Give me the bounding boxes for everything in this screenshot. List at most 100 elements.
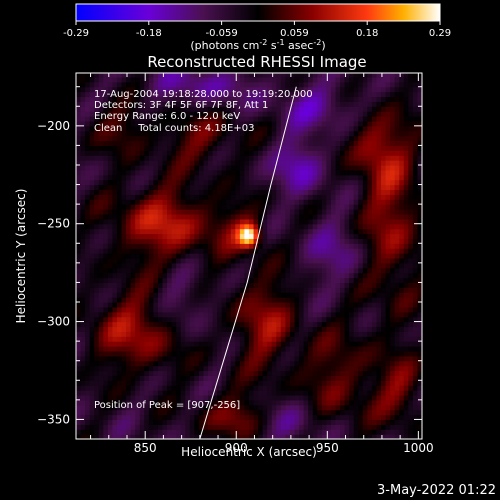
heatmap-cell [312,86,318,93]
heatmap-cell [326,316,332,323]
heatmap-cell [103,277,109,284]
heatmap-cell [198,375,205,381]
heatmap-cell [303,120,309,127]
heatmap-cell [167,297,173,303]
heatmap-cell [244,209,250,215]
heatmap-cell [121,213,127,220]
heatmap-cell [89,380,95,386]
heatmap-cell [157,404,164,411]
heatmap-cell [208,184,214,191]
heatmap-cell [116,350,123,357]
heatmap-cell [244,409,250,416]
heatmap-cell [126,257,132,264]
heatmap-cell [203,73,209,78]
heatmap-cell [89,350,95,357]
heatmap-cell [299,292,305,298]
heatmap-cell [194,297,200,303]
heatmap-cell [367,155,373,161]
heatmap-cell [144,184,150,191]
heatmap-cell [167,223,173,230]
heatmap-cell [203,209,209,215]
heatmap-cell [157,277,164,284]
heatmap-cell [294,150,300,156]
heatmap-cell [239,164,246,171]
heatmap-cell [162,394,168,401]
heatmap-cell [340,73,346,78]
heatmap-cell [116,169,123,176]
heatmap-cell [162,399,168,406]
heatmap-cell [185,404,191,411]
heatmap-cell [212,419,218,425]
heatmap-cell [98,390,104,396]
heatmap-cell [203,160,209,166]
heatmap-cell [116,282,123,288]
heatmap-cell [344,160,350,166]
heatmap-cell [294,213,300,220]
heatmap-cell [221,81,227,88]
heatmap-cell [330,184,337,191]
heatmap-cell [376,404,382,411]
heatmap-cell [353,311,359,318]
heatmap-cell [326,409,332,416]
heatmap-cell [335,336,341,342]
heatmap-cell [326,238,332,244]
heatmap-cell [253,179,259,186]
heatmap-cell [148,155,154,161]
heatmap-cell [340,355,346,362]
heatmap-cell [157,262,164,269]
heatmap-cell [344,399,350,406]
heatmap-cell [235,213,241,220]
heatmap-cell [157,238,164,244]
heatmap-cell [312,346,318,352]
heatmap-cell [103,306,109,313]
heatmap-cell [167,272,173,279]
heatmap-cell [103,91,109,98]
heatmap-cell [258,253,264,259]
heatmap-cell [217,394,223,401]
heatmap-cell [203,86,209,93]
heatmap-cell [89,282,95,288]
heatmap-cell [326,292,332,298]
heatmap-cell [107,346,114,352]
heatmap-cell [85,86,91,93]
heatmap-cell [89,399,95,406]
heatmap-cell [148,375,154,381]
heatmap-cell [185,248,191,254]
heatmap-cell [262,233,268,239]
heatmap-cell [80,194,86,200]
heatmap-cell [312,419,318,425]
heatmap-cell [335,370,341,376]
heatmap-cell [107,297,114,303]
heatmap-cell [162,184,168,191]
heatmap-cell [139,355,145,362]
heatmap-cell [116,218,123,225]
heatmap-cell [221,262,227,269]
heatmap-cell [116,253,123,259]
heatmap-cell [308,341,314,347]
heatmap-cell [135,125,141,132]
heatmap-cell [340,297,346,303]
heatmap-cell [340,399,346,406]
heatmap-cell [162,233,168,239]
heatmap-cell [194,404,200,411]
heatmap-cell [253,282,259,288]
heatmap-cell [130,189,136,195]
heatmap-cell [103,429,109,435]
heatmap-cell [208,253,214,259]
heatmap-cell [294,306,300,313]
heatmap-cell [349,321,355,328]
heatmap-cell [276,116,282,122]
heatmap-cell [198,434,205,439]
heatmap-cell [203,360,209,367]
heatmap-cell [221,116,227,122]
heatmap-cell [340,282,346,288]
heatmap-cell [176,96,182,102]
heatmap-cell [130,248,136,254]
heatmap-cell [217,360,223,367]
heatmap-cell [98,262,104,269]
heatmap-cell [85,365,91,372]
heatmap-cell [303,179,309,186]
heatmap-cell [116,399,123,406]
heatmap-cell [194,213,200,220]
heatmap-cell [121,253,127,259]
